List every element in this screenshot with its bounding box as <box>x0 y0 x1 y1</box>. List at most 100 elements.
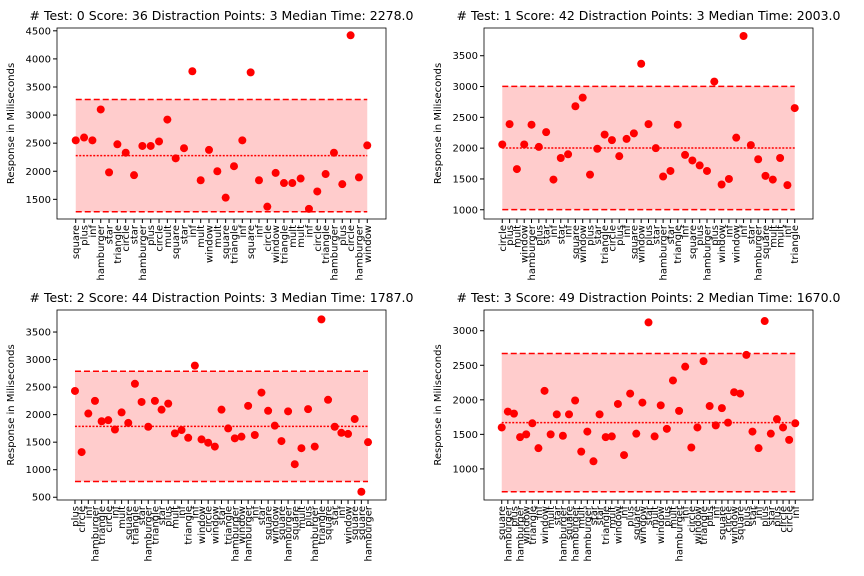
x-tick-label: window <box>522 506 533 544</box>
point <box>687 443 696 452</box>
point <box>527 120 536 129</box>
point <box>705 402 714 411</box>
point <box>754 444 763 453</box>
x-tick-label: inf <box>238 225 249 238</box>
x-tick-label: hamburger <box>754 224 765 280</box>
x-tick-label: circle <box>779 506 790 533</box>
point <box>600 130 609 139</box>
y-axis-label: Response in Miliseconds <box>433 344 444 465</box>
x-tick-label: triangle <box>184 506 195 545</box>
x-tick-label: inf <box>304 225 315 238</box>
y-tick-label: 3000 <box>26 355 51 366</box>
x-tick-label: plus <box>705 506 716 527</box>
point <box>528 419 537 428</box>
y-tick-label: 4000 <box>26 54 51 65</box>
point <box>693 423 702 432</box>
x-tick-label: mult <box>117 506 128 529</box>
point <box>246 68 255 77</box>
point <box>622 134 631 143</box>
x-tick-label: hamburger <box>503 505 514 561</box>
x-tick-label: plus <box>304 506 315 527</box>
y-tick-label: 1000 <box>26 465 51 476</box>
x-tick-label: window <box>656 506 667 544</box>
y-tick-label: 2000 <box>453 144 478 155</box>
point <box>742 350 751 359</box>
point <box>117 408 126 417</box>
x-tick-label: inf <box>783 225 794 238</box>
x-tick-label: inf <box>254 225 265 238</box>
x-tick-label: mult <box>577 506 588 529</box>
x-tick-label: mult <box>546 506 557 529</box>
x-tick-label: circle <box>121 225 132 252</box>
x-tick-label: inf <box>681 506 692 519</box>
point <box>217 405 226 414</box>
point <box>180 144 189 153</box>
x-tick-label: hamburger <box>310 505 321 561</box>
band <box>502 86 795 210</box>
point <box>498 140 507 149</box>
x-tick-label: square <box>277 506 288 540</box>
y-tick-label: 1000 <box>453 464 478 475</box>
point <box>711 421 720 430</box>
point <box>534 444 543 453</box>
x-tick-label: circle <box>204 506 215 533</box>
point <box>155 137 164 146</box>
x-tick-label: star <box>257 505 268 525</box>
point <box>96 105 105 114</box>
x-tick-label: square <box>171 225 182 259</box>
point <box>595 410 604 419</box>
point <box>666 166 675 175</box>
point <box>761 171 770 180</box>
point <box>578 93 587 102</box>
x-tick-label: circle <box>155 225 166 252</box>
subplot-title: # Test: 0 Score: 36 Distraction Points: … <box>30 8 414 23</box>
point <box>310 442 319 451</box>
point <box>776 154 785 163</box>
y-tick-label: 2000 <box>26 167 51 178</box>
x-tick-label: square <box>246 225 257 259</box>
point <box>583 427 592 436</box>
x-tick-label: circle <box>346 225 357 252</box>
point <box>650 432 659 441</box>
x-tick-label: inf <box>250 506 261 519</box>
x-tick-label: plus <box>710 225 721 246</box>
x-tick-label: hamburger <box>90 505 101 561</box>
point <box>364 438 373 447</box>
point <box>271 168 280 177</box>
point <box>254 176 263 185</box>
x-tick-label: mult <box>213 225 224 248</box>
point <box>668 376 677 385</box>
point <box>556 154 565 163</box>
x-tick-label: star <box>542 224 553 244</box>
point <box>497 423 506 432</box>
x-tick-label: mult <box>297 506 308 529</box>
x-tick-label: star <box>137 505 148 525</box>
point <box>681 362 690 371</box>
x-tick-label: mult <box>163 225 174 248</box>
point <box>264 406 273 415</box>
point <box>229 162 238 171</box>
axes-frame <box>483 27 814 220</box>
point <box>779 423 788 432</box>
point <box>659 172 668 181</box>
x-tick-label: inf <box>337 506 348 519</box>
point <box>772 415 781 424</box>
point <box>250 431 259 440</box>
x-tick-label: plus <box>772 506 783 527</box>
point <box>656 401 665 410</box>
x-tick-label: square <box>324 506 335 540</box>
x-tick-label: square <box>629 225 640 259</box>
y-tick-label: 1500 <box>453 174 478 185</box>
x-tick-label: circle <box>723 506 734 533</box>
x-tick-label: star <box>593 224 604 244</box>
x-tick-label: plus <box>586 225 597 246</box>
x-tick-label: window <box>732 225 743 263</box>
x-tick-label: hamburger <box>96 224 107 280</box>
y-tick-label: 2500 <box>453 361 478 372</box>
x-tick-label: hamburger <box>284 505 295 561</box>
y-tick-label: 2000 <box>26 410 51 421</box>
y-axis-label: Response in Miliseconds <box>433 63 444 184</box>
x-tick-label: star <box>595 505 606 525</box>
point <box>363 141 372 150</box>
